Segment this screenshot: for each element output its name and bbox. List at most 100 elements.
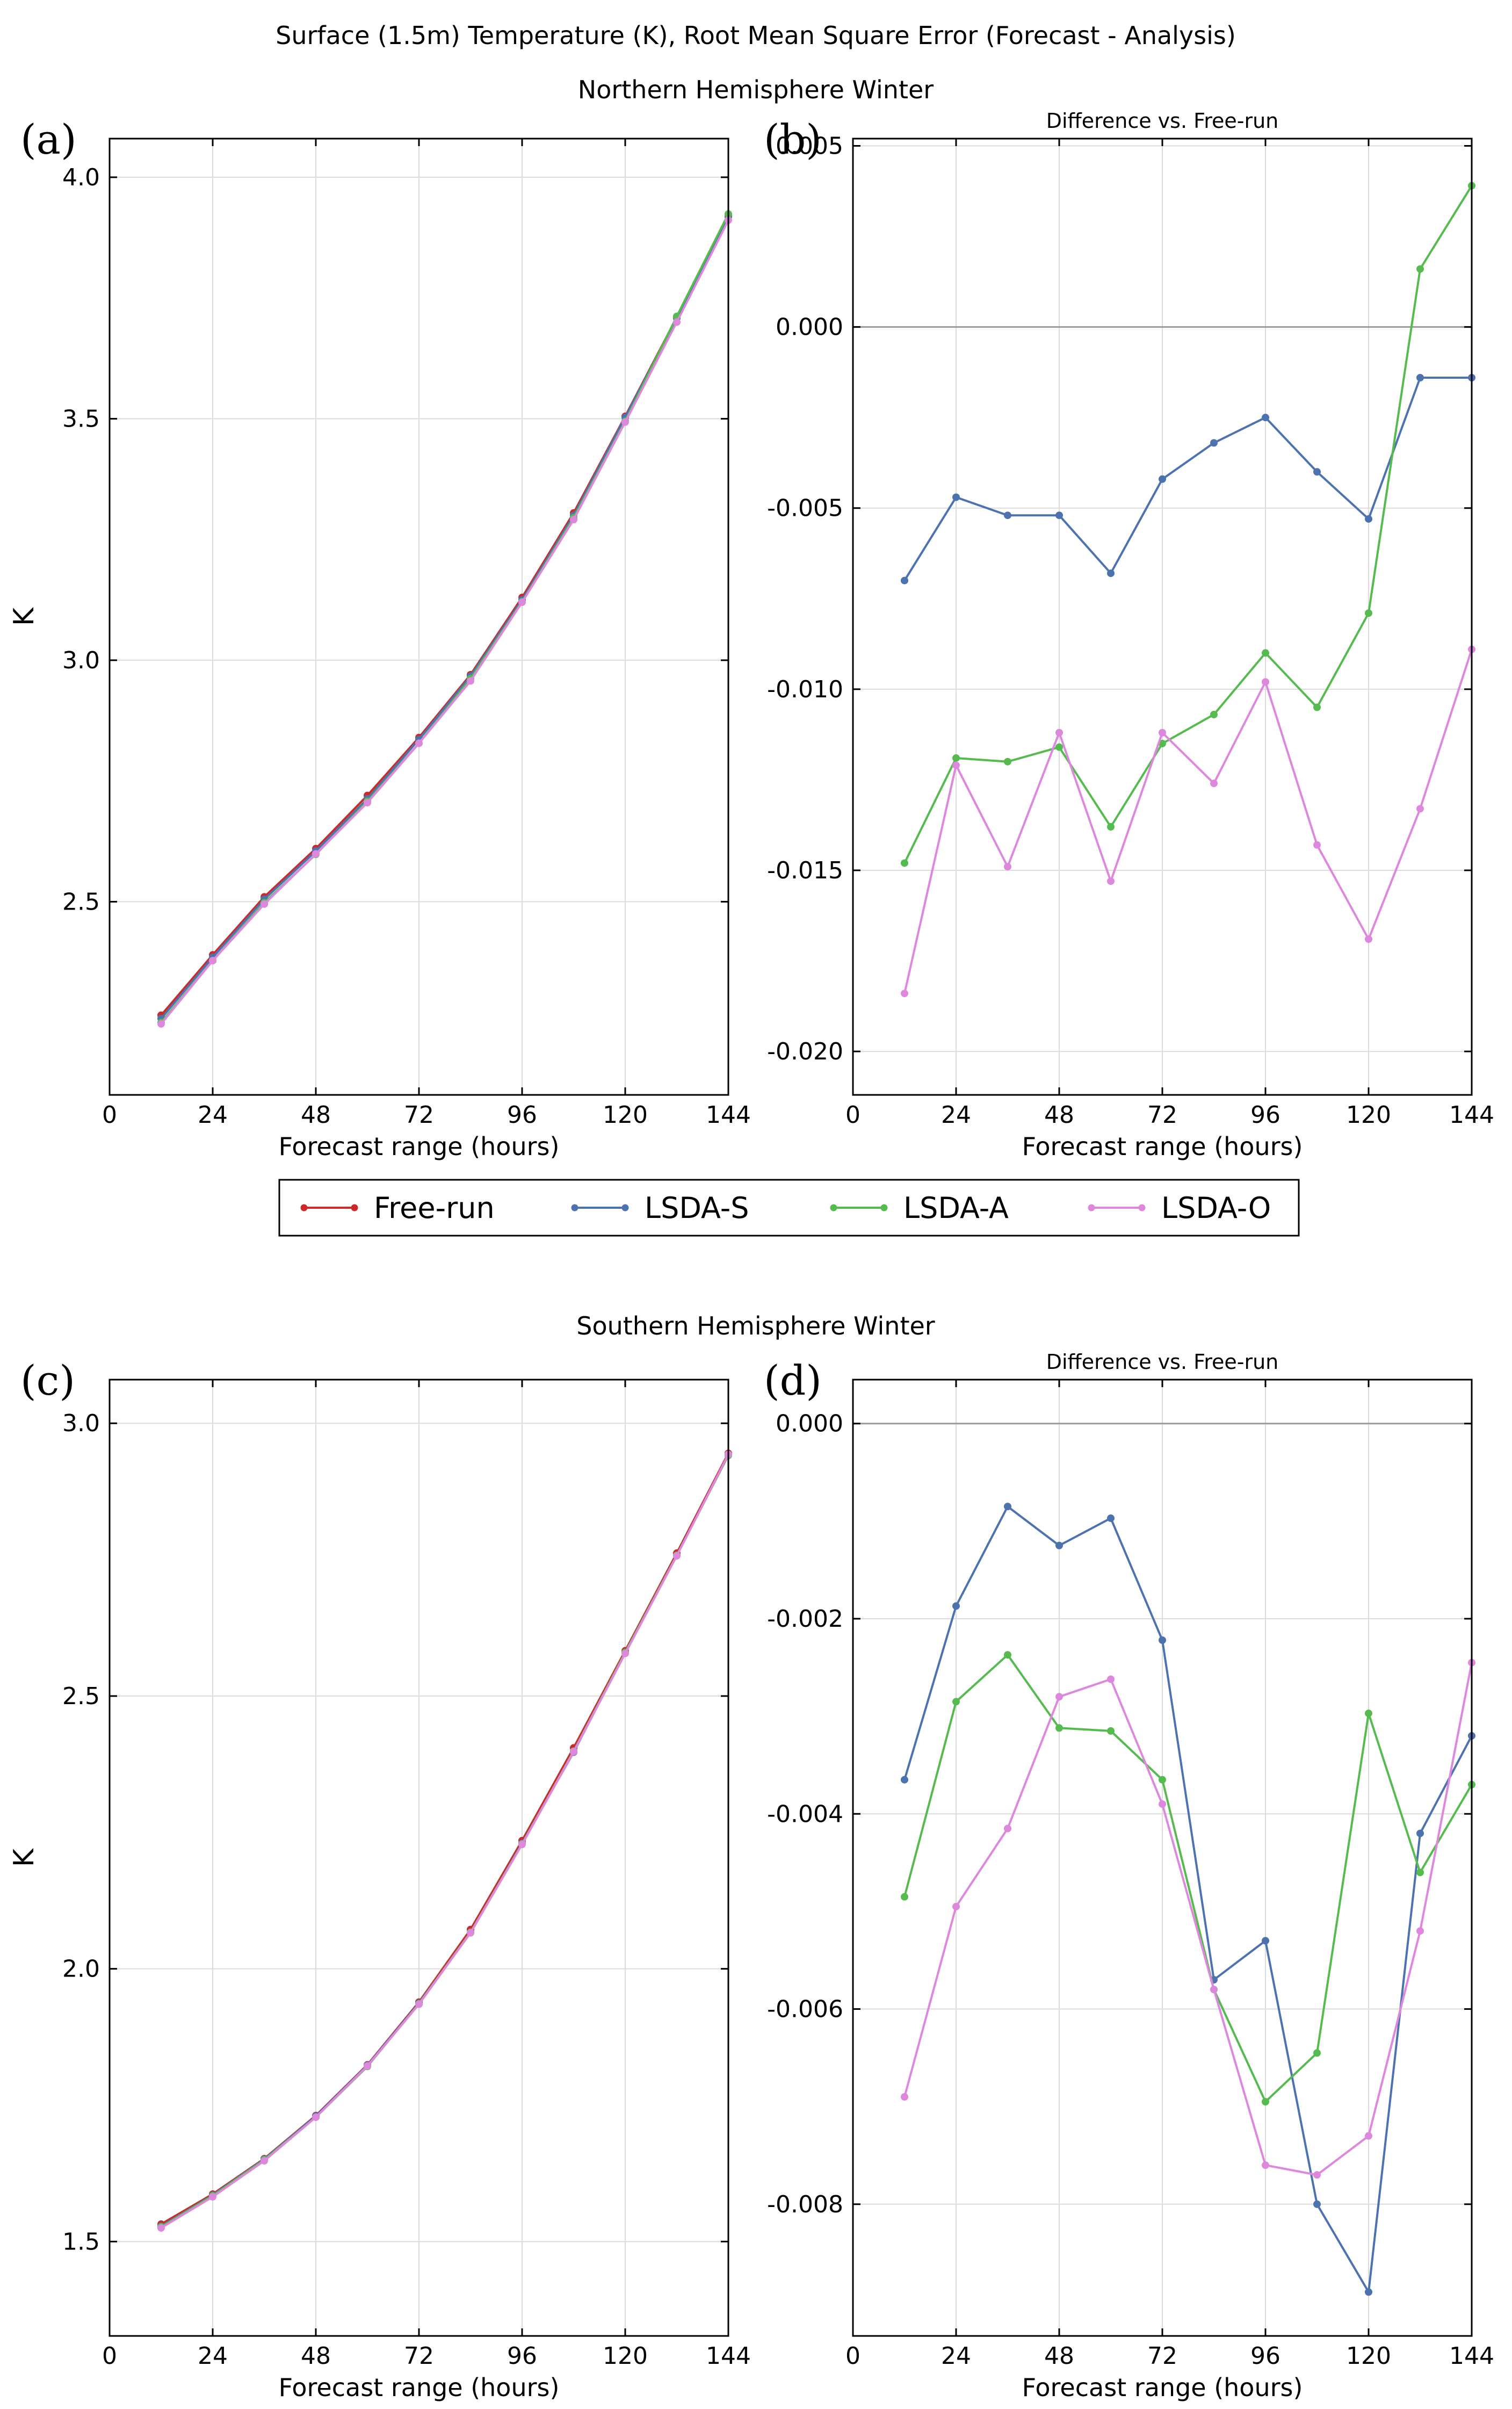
y-tick-label: 3.5 xyxy=(62,405,100,432)
y-tick-label: -0.005 xyxy=(767,495,843,522)
subplot-title: Difference vs. Free-run xyxy=(1046,1350,1279,1374)
y-axis-label: K xyxy=(8,607,40,626)
y-tick-label: 2.5 xyxy=(62,1683,100,1710)
x-tick-label: 0 xyxy=(102,2342,117,2370)
x-axis-label: Forecast range (hours) xyxy=(279,1132,560,1161)
legend: Free-run LSDA-S LSDA-A LSDA-O xyxy=(278,1179,1300,1237)
axes-frame xyxy=(852,138,1473,1096)
data-point-lsda-o xyxy=(1210,780,1218,788)
data-point-lsda-o xyxy=(1055,729,1063,737)
panel-label: (b) xyxy=(764,116,822,163)
x-tick-label: 96 xyxy=(1250,2342,1281,2370)
series-line-lsda-o xyxy=(903,1662,1473,2176)
data-point-lsda-s xyxy=(1365,515,1372,523)
data-point-lsda-o xyxy=(570,1748,577,1756)
x-tick-label: 72 xyxy=(404,1101,434,1129)
legend-label-lsda-a: LSDA-A xyxy=(903,1191,1009,1225)
y-tick-label: 2.0 xyxy=(62,1956,100,1983)
legend-marker-free-run xyxy=(300,1204,308,1211)
data-point-lsda-a xyxy=(901,859,908,867)
x-tick-label: 0 xyxy=(845,2342,860,2370)
data-point-lsda-o xyxy=(621,1649,629,1657)
y-tick-label: -0.004 xyxy=(767,1800,843,1828)
y-tick-label: 0.000 xyxy=(776,314,843,341)
data-point-lsda-o xyxy=(1262,678,1269,686)
data-point-lsda-o xyxy=(1004,1824,1011,1833)
data-point-lsda-o xyxy=(1159,729,1166,737)
x-tick-label: 144 xyxy=(1449,1101,1494,1129)
y-tick-label: -0.006 xyxy=(767,1996,843,2023)
data-point-lsda-a xyxy=(952,754,960,762)
x-tick-label: 144 xyxy=(1449,2342,1494,2370)
data-point-lsda-s xyxy=(1159,475,1166,483)
data-point-lsda-o xyxy=(952,761,960,769)
y-tick-label: 2.5 xyxy=(62,888,100,915)
data-point-lsda-a xyxy=(1365,609,1372,617)
x-tick-label: 48 xyxy=(1044,1101,1074,1129)
series-line-lsda-s xyxy=(160,216,729,1020)
data-point-lsda-o xyxy=(467,1929,474,1937)
legend-marker-lsda-s xyxy=(571,1204,578,1211)
y-tick-label: 4.0 xyxy=(62,164,100,191)
panel-label: (d) xyxy=(764,1357,822,1404)
x-tick-label: 24 xyxy=(941,2342,971,2370)
legend-label-free-run: Free-run xyxy=(374,1191,495,1225)
y-tick-label: 3.0 xyxy=(62,1410,100,1437)
y-axis-label: K xyxy=(8,1848,40,1867)
y-tick-label: -0.020 xyxy=(767,1038,843,1065)
data-point-lsda-s xyxy=(952,493,960,501)
data-point-lsda-o xyxy=(157,2224,165,2232)
data-point-lsda-o xyxy=(1365,2132,1372,2140)
legend-marker-lsda-o xyxy=(1138,1204,1146,1211)
x-tick-label: 144 xyxy=(706,2342,751,2370)
data-point-lsda-s xyxy=(1262,414,1269,422)
data-point-lsda-s xyxy=(1055,511,1063,520)
data-point-lsda-s xyxy=(1365,2288,1372,2296)
data-point-lsda-s xyxy=(1004,1503,1011,1511)
data-point-lsda-s xyxy=(1107,569,1115,578)
x-tick-label: 96 xyxy=(507,1101,537,1129)
data-point-lsda-o xyxy=(673,318,681,326)
x-tick-label: 120 xyxy=(1346,2342,1391,2370)
data-point-lsda-o xyxy=(261,900,268,908)
data-point-lsda-a xyxy=(1262,2098,1269,2106)
y-tick-label: -0.015 xyxy=(767,857,843,884)
legend-marker-lsda-a xyxy=(880,1204,888,1211)
data-point-lsda-a xyxy=(1107,823,1115,831)
y-tick-label: 0.000 xyxy=(776,1410,843,1438)
data-point-lsda-o xyxy=(1365,935,1372,943)
data-point-lsda-o xyxy=(673,1552,681,1560)
data-point-lsda-a xyxy=(1313,2049,1321,2057)
data-point-lsda-s xyxy=(1210,439,1218,447)
series-line-lsda-o xyxy=(903,649,1473,994)
x-tick-label: 72 xyxy=(1147,2342,1177,2370)
data-point-lsda-a xyxy=(1210,711,1218,719)
x-tick-label: 48 xyxy=(301,1101,331,1129)
panel-b: 0 24 48 72 96 120 144 -0.020 -0.015 -0.010 -0.005 0… xyxy=(764,109,1494,1161)
data-point-lsda-o xyxy=(518,1841,526,1849)
data-point-lsda-a xyxy=(1055,743,1063,751)
x-tick-label: 0 xyxy=(102,1101,117,1129)
data-point-lsda-o xyxy=(157,1020,165,1028)
section-title-north: Northern Hemisphere Winter xyxy=(578,75,934,104)
y-tick-label: -0.010 xyxy=(767,676,843,703)
data-point-lsda-s xyxy=(1313,2200,1321,2208)
data-point-lsda-o xyxy=(1416,1927,1424,1935)
x-tick-label: 120 xyxy=(603,2342,648,2370)
data-point-lsda-o xyxy=(312,2113,320,2121)
x-tick-label: 120 xyxy=(603,1101,648,1129)
data-point-lsda-s xyxy=(1416,1829,1424,1837)
section-title-south: Southern Hemisphere Winter xyxy=(576,1311,935,1340)
data-point-lsda-a xyxy=(1004,1651,1011,1659)
data-point-lsda-s xyxy=(901,576,908,585)
axes-frame xyxy=(852,1379,1473,2337)
x-tick-label: 72 xyxy=(1147,1101,1177,1129)
x-tick-label: 0 xyxy=(845,1101,860,1129)
data-point-lsda-o xyxy=(415,739,423,747)
series-line-lsda-a xyxy=(903,185,1473,864)
data-point-lsda-a xyxy=(901,1893,908,1901)
y-tick-label: 3.0 xyxy=(62,647,100,674)
data-point-lsda-a xyxy=(1107,1727,1115,1735)
data-point-lsda-o xyxy=(901,990,908,998)
data-point-lsda-o xyxy=(364,799,371,807)
